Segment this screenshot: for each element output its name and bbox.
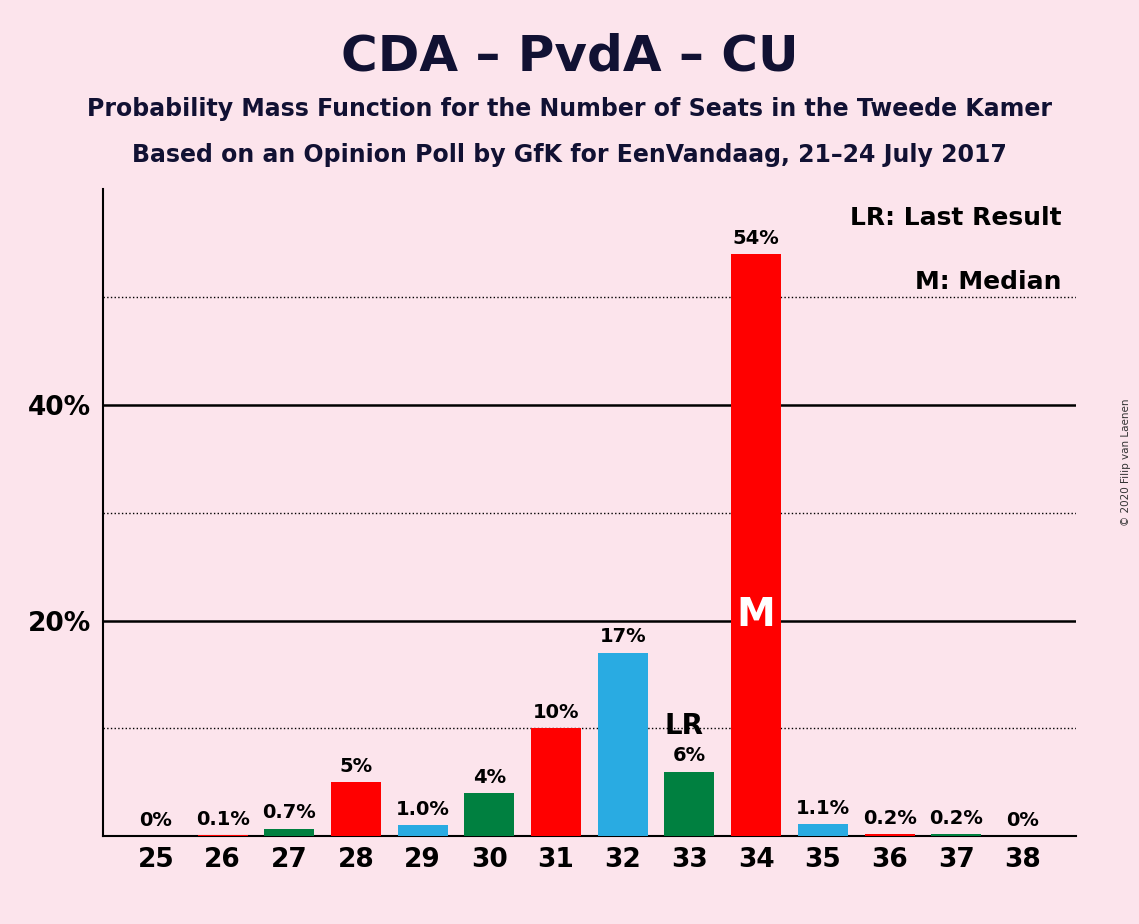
Text: 4%: 4% <box>473 768 506 786</box>
Bar <box>598 653 648 836</box>
Text: 1.0%: 1.0% <box>395 800 450 819</box>
Bar <box>531 728 581 836</box>
Text: 0.7%: 0.7% <box>262 803 317 822</box>
Text: 6%: 6% <box>673 746 706 765</box>
Text: 54%: 54% <box>732 228 779 248</box>
Bar <box>264 829 314 836</box>
Text: 0.1%: 0.1% <box>196 809 249 829</box>
Text: 1.1%: 1.1% <box>796 799 850 818</box>
Bar <box>331 783 380 836</box>
Text: 0.2%: 0.2% <box>862 808 917 828</box>
Text: 0%: 0% <box>139 810 172 830</box>
Bar <box>197 835 247 836</box>
Bar <box>465 793 515 836</box>
Bar <box>664 772 714 836</box>
Text: © 2020 Filip van Laenen: © 2020 Filip van Laenen <box>1121 398 1131 526</box>
Text: CDA – PvdA – CU: CDA – PvdA – CU <box>341 32 798 80</box>
Text: M: M <box>737 596 776 634</box>
Text: 0%: 0% <box>1007 810 1040 830</box>
Bar <box>932 834 982 836</box>
Text: M: Median: M: Median <box>916 270 1062 294</box>
Text: Probability Mass Function for the Number of Seats in the Tweede Kamer: Probability Mass Function for the Number… <box>87 97 1052 121</box>
Bar <box>865 834 915 836</box>
Bar <box>731 254 781 836</box>
Bar <box>398 825 448 836</box>
Text: 10%: 10% <box>533 703 580 722</box>
Bar <box>798 824 847 836</box>
Text: LR: Last Result: LR: Last Result <box>850 206 1062 229</box>
Text: Based on an Opinion Poll by GfK for EenVandaag, 21–24 July 2017: Based on an Opinion Poll by GfK for EenV… <box>132 143 1007 167</box>
Text: 5%: 5% <box>339 757 372 776</box>
Text: LR: LR <box>664 712 703 740</box>
Text: 17%: 17% <box>599 627 646 647</box>
Text: 0.2%: 0.2% <box>929 808 983 828</box>
